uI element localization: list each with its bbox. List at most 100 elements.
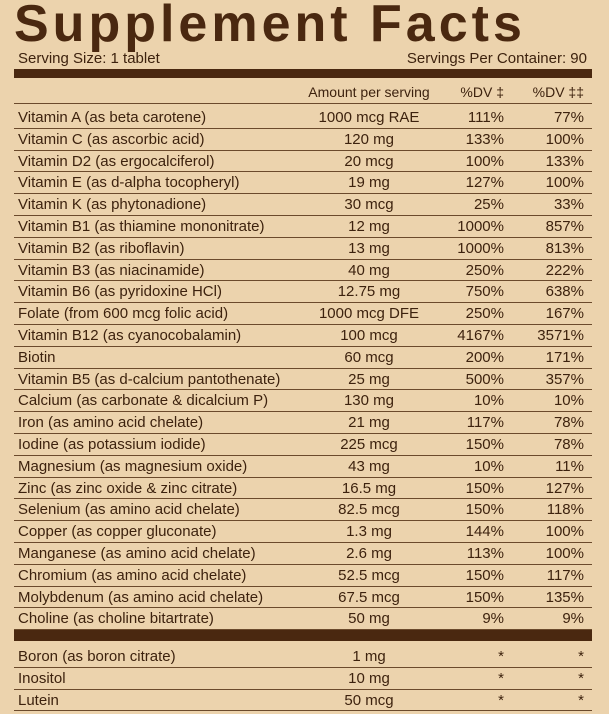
nutrient-name: Vitamin D2 (as ergocalciferol) <box>18 152 215 170</box>
amount: 12.75 mg <box>337 283 401 301</box>
nutrient-name: Vitamin B5 (as d-calcium pantothenate) <box>18 370 281 388</box>
amount: 16.5 mg <box>341 479 397 497</box>
nutrient-name: Vitamin B2 (as riboflavin) <box>18 239 185 257</box>
dv: 150% <box>465 436 504 453</box>
dv: 111% <box>467 109 504 126</box>
dv: 133% <box>465 130 504 148</box>
dv: 250% <box>465 305 504 323</box>
amount: 52.5 mcg <box>338 566 400 584</box>
nutrient-name: Biotin <box>18 348 56 366</box>
nutrient-row: Boron (as boron citrate) 1 mg * * <box>14 646 592 668</box>
title: Supplement Facts <box>14 0 526 53</box>
dv: 10% <box>473 392 504 410</box>
column-header: Amount per serving <box>308 84 430 100</box>
nutrient-row: Vitamin B1 (as thiamine mononitrate) 12 m… <box>14 216 592 238</box>
amount: 10 mg <box>348 669 390 687</box>
dv: 9% <box>482 610 504 628</box>
column-header: %DV ‡ <box>460 84 504 100</box>
dv-alt: 813% <box>545 239 584 257</box>
nutrient-row: Biotin 60 mcg 200% 171% <box>14 347 592 369</box>
nutrient-row: Vitamin B2 (as riboflavin) 13 mg 1000% 813% <box>14 238 592 260</box>
amount: 50 mg <box>348 610 390 628</box>
column-header: %DV ‡‡ <box>532 84 584 100</box>
nutrient-name: Copper (as copper gluconate) <box>18 523 217 541</box>
nutrient-name: Folate (from 600 mcg folic acid) <box>18 305 229 323</box>
amount: 120 mg <box>343 130 395 148</box>
nutrient-row: Vitamin E (as d-alpha tocopheryl) 19 mg 12… <box>14 172 592 195</box>
dv: * <box>498 669 504 687</box>
nutrient-name: Vitamin B3 (as niacinamide) <box>18 261 205 279</box>
nutrient-row: Molybdenum (as amino acid chelate) 67.5 m… <box>14 587 592 609</box>
amount: 40 mg <box>348 261 390 279</box>
dv-alt: 9% <box>562 610 584 628</box>
dv: 150% <box>465 479 504 497</box>
dv-alt: 118% <box>546 501 584 519</box>
nutrient-row: Choline (as choline bitartrate) 50 mg 9% 9% <box>14 608 592 631</box>
amount: 50 mcg <box>344 691 394 709</box>
nutrient-row: Selenium (as amino acid chelate) 82.5 mcg… <box>14 499 592 522</box>
dv-alt: 857% <box>545 218 584 235</box>
amount: 225 mcg <box>340 436 398 453</box>
nutrient-name: Choline (as choline bitartrate) <box>18 610 214 628</box>
dv-alt: 117% <box>546 566 584 584</box>
dv-alt: 78% <box>553 436 584 453</box>
column-header-row: Amount per serving %DV ‡ %DV ‡‡ <box>14 82 592 104</box>
nutrient-row: Vitamin K (as phytonadione) 30 mcg 25% 33% <box>14 194 592 216</box>
dv-alt: 638% <box>545 283 584 301</box>
amount: 67.5 mcg <box>338 588 400 606</box>
dv: 150% <box>465 566 504 584</box>
dv: 1000% <box>457 218 504 235</box>
nutrient-name: Lutein <box>18 691 59 709</box>
dv-alt: * <box>578 648 584 665</box>
amount: 25 mg <box>348 370 390 388</box>
amount: 19 mg <box>348 174 390 192</box>
dv-alt: 171% <box>545 348 584 366</box>
nutrient-name: Selenium (as amino acid chelate) <box>18 501 240 519</box>
dv-alt: 77% <box>553 109 584 126</box>
amount: 2.6 mg <box>346 545 392 562</box>
nutrient-name: Magnesium (as magnesium oxide) <box>18 457 248 475</box>
nutrient-name: Calcium (as carbonate & dicalcium P) <box>18 392 269 410</box>
nutrient-name: Iodine (as potassium iodide) <box>18 436 206 453</box>
nutrient-row: Vitamin A (as beta carotene) 1000 mcg RAE… <box>14 107 592 129</box>
nutrient-name: Vitamin A (as beta carotene) <box>18 109 207 126</box>
dv: 200% <box>465 348 504 366</box>
dv: 250% <box>465 261 504 279</box>
nutrient-name: Vitamin B1 (as thiamine mononitrate) <box>18 218 265 235</box>
nutrient-row: Vitamin B3 (as niacinamide) 40 mg 250% 222% <box>14 260 592 282</box>
dv-alt: 3571% <box>537 327 584 344</box>
dv-alt: 222% <box>545 261 584 279</box>
dv: * <box>498 691 504 709</box>
amount: 1000 mcg DFE <box>318 305 420 323</box>
dv: * <box>498 648 504 665</box>
amount: 20 mcg <box>344 152 394 170</box>
amount: 1 mg <box>352 648 386 665</box>
amount: 30 mcg <box>344 196 394 214</box>
nutrient-row: Inositol 10 mg * * <box>14 668 592 690</box>
amount: 1.3 mg <box>346 523 392 541</box>
dv: 150% <box>465 588 504 606</box>
nutrient-name: Vitamin C (as ascorbic acid) <box>18 130 205 148</box>
amount: 100 mcg <box>340 327 398 344</box>
nutrient-row: Copper (as copper gluconate) 1.3 mg 144% 10… <box>14 521 592 543</box>
nutrient-row: Iron (as amino acid chelate) 21 mg 117% 78% <box>14 412 592 434</box>
amount: 13 mg <box>348 239 390 257</box>
dv: 100% <box>465 152 504 170</box>
dv: 4167% <box>457 327 504 344</box>
nutrient-name: Iron (as amino acid chelate) <box>18 414 204 432</box>
dv-alt: 33% <box>553 196 584 214</box>
dv-alt: 357% <box>545 370 584 388</box>
amount: 82.5 mcg <box>338 501 400 519</box>
nutrient-row: Iodine (as potassium iodide) 225 mcg 150% 7… <box>14 434 592 456</box>
dv-alt: 127% <box>545 479 584 497</box>
nutrient-name: Vitamin E (as d-alpha tocopheryl) <box>18 174 240 192</box>
nutrient-row: Vitamin B6 (as pyridoxine HCl) 12.75 mg 75… <box>14 281 592 304</box>
servings-per-container: Servings Per Container: 90 <box>406 50 587 67</box>
dv-alt: 100% <box>545 545 584 562</box>
dv-alt: 11% <box>555 457 584 475</box>
dv-alt: 100% <box>545 130 584 148</box>
amount: 130 mg <box>343 392 395 410</box>
dv-alt: 78% <box>553 414 584 432</box>
nutrient-name: Vitamin K (as phytonadione) <box>18 196 207 214</box>
